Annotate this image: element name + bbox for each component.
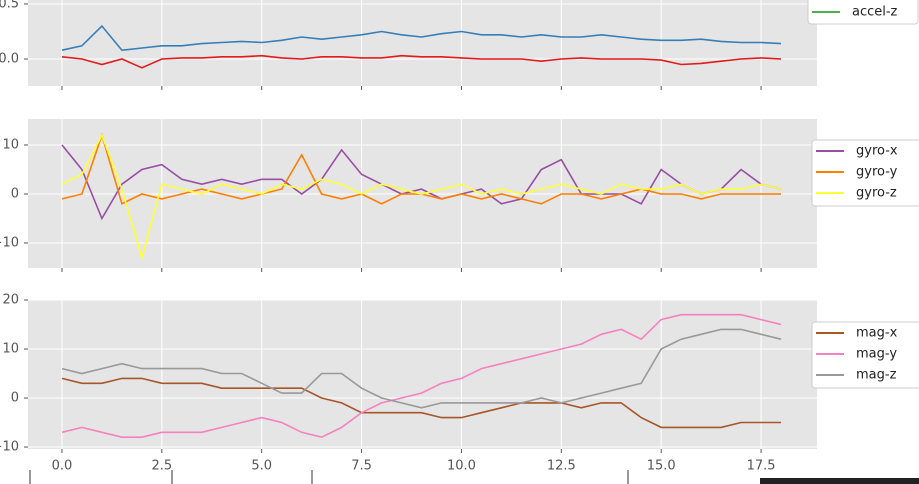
series-line [61,133,782,261]
y-tick-label: 0.5 [0,0,19,11]
legend-label: gyro-x [856,144,898,159]
y-tick-label: 10 [2,137,19,152]
series-line [61,377,781,429]
series-line [61,54,782,69]
x-tick-label: 5.0 [251,459,272,474]
y-tick-label: 10 [2,342,19,357]
legend: mag-x mag-y mag-z [811,321,919,389]
legend: gyro-x gyro-y gyro-z [811,139,919,207]
legend-label: accel-z [852,5,898,20]
legend: accel-z [807,0,919,25]
x-tick-label: 15.0 [647,459,676,474]
y-tick-label: 0 [11,391,19,406]
series-group [61,24,782,69]
series-line [61,144,782,221]
legend-box [807,0,919,25]
y-tick-label: 20 [2,293,19,308]
x-tick-label: 17.5 [747,459,776,474]
x-tick-label: 2.5 [151,459,172,474]
x-tick-label: 12.5 [547,459,576,474]
legend-label: gyro-y [856,165,898,180]
series-line [61,24,782,52]
y-tick-label: −10 [0,440,19,455]
legend-label: gyro-z [856,186,897,201]
x-tick-label: 7.5 [351,459,372,474]
y-tick-label: −10 [0,236,19,251]
legend-label: mag-x [856,326,898,341]
ui-bar [760,478,919,484]
underlying-ui [29,470,919,484]
legend-label: mag-z [856,368,897,383]
legend-label: mag-y [856,347,897,362]
plot-background [28,0,817,86]
plot-background [28,300,817,449]
series-group [61,313,782,439]
x-tick-label: 0.0 [52,459,73,474]
x-tick-label: 10.0 [447,459,476,474]
series-line [61,313,782,439]
y-tick-label: 0 [11,186,19,201]
series-group [61,132,782,261]
legend-box [811,321,919,389]
series-line [61,328,782,409]
legend-box [811,139,919,207]
y-tick-label: 0.0 [0,52,19,67]
